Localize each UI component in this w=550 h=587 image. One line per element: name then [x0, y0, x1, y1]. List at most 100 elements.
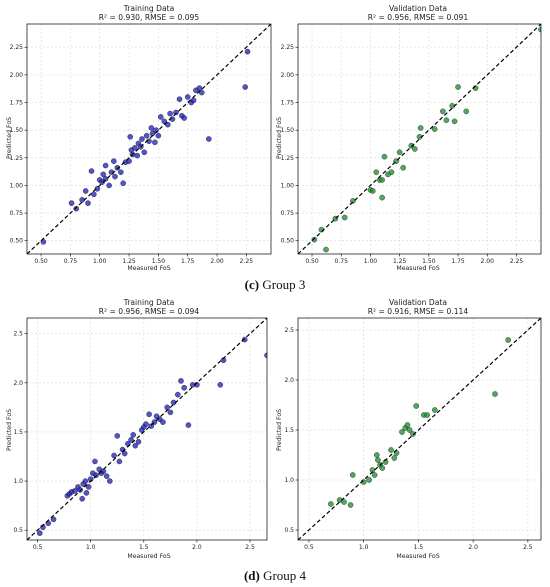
data-point	[139, 136, 145, 142]
data-point	[431, 126, 438, 132]
data-point	[111, 452, 117, 459]
data-point	[241, 336, 248, 343]
caption-label: (d)	[244, 568, 260, 583]
data-point	[217, 382, 224, 388]
data-point	[148, 125, 155, 131]
data-point	[120, 180, 126, 187]
y-tick-label: 0.50	[281, 238, 295, 245]
identity-line	[298, 318, 541, 540]
y-tick-label: 1.5	[284, 427, 294, 434]
data-point	[400, 164, 406, 171]
data-point	[328, 501, 334, 507]
plot-frame	[26, 23, 272, 255]
panel-group4-training: Training Data R² = 0.956, RMSE = 0.094 M…	[6, 298, 199, 560]
x-tick-label: 1.75	[181, 258, 195, 265]
y-tick-label: 0.5	[284, 527, 294, 534]
data-point	[85, 484, 92, 490]
panel-title: Training Data	[123, 4, 175, 13]
y-tick-label: 1.00	[281, 182, 295, 189]
data-point	[176, 96, 183, 102]
panel-title: Validation Data	[389, 4, 447, 13]
y-tick-label: 2.00	[281, 72, 295, 79]
data-point	[93, 472, 99, 478]
data-point	[106, 182, 112, 189]
data-point	[143, 421, 149, 427]
y-tick-label: 0.50	[10, 238, 24, 245]
y-tick-label: 1.50	[10, 127, 24, 134]
data-point	[379, 194, 385, 201]
caption-text: Group 3	[262, 277, 305, 292]
caption-group3: (c) Group 3	[245, 277, 306, 292]
data-point	[141, 149, 148, 156]
data-point	[424, 412, 430, 418]
data-point	[173, 109, 179, 116]
data-point	[99, 179, 105, 185]
data-point	[399, 429, 405, 435]
plot-frame	[26, 317, 268, 541]
x-tick-label: 1.25	[393, 258, 407, 265]
data-point	[408, 142, 415, 149]
data-point	[190, 97, 197, 104]
data-point	[396, 149, 403, 156]
data-point	[130, 432, 136, 438]
data-point	[366, 477, 372, 483]
x-tick-label: 0.5	[33, 544, 43, 551]
data-point	[132, 442, 139, 449]
y-tick-label: 0.75	[10, 210, 24, 217]
data-point	[388, 169, 395, 175]
data-point	[127, 134, 134, 140]
data-point	[244, 48, 251, 55]
data-point	[77, 487, 83, 493]
y-tick-label: 1.0	[13, 478, 23, 485]
y-tick-label: 0.75	[281, 210, 295, 217]
data-point	[350, 198, 356, 204]
data-point	[404, 422, 411, 428]
data-point	[146, 411, 152, 418]
y-tick-label: 1.50	[281, 127, 295, 134]
y-tick-label: 1.25	[281, 155, 295, 162]
y-tick-label: 1.0	[284, 477, 294, 484]
data-point	[185, 422, 192, 428]
data-point	[82, 188, 89, 194]
data-point	[181, 384, 187, 391]
x-tick-label: 2.5	[245, 544, 255, 551]
data-point	[143, 132, 150, 139]
data-point	[417, 125, 424, 131]
data-point	[323, 246, 329, 253]
data-point	[164, 404, 170, 411]
data-point	[107, 478, 113, 484]
data-point	[374, 452, 380, 458]
data-point	[492, 391, 498, 397]
x-tick-label: 1.0	[86, 544, 96, 551]
x-tick-label: 1.5	[139, 544, 149, 551]
y-tick-label: 2.5	[13, 331, 23, 338]
data-point	[184, 94, 191, 100]
data-point	[114, 164, 121, 171]
data-point	[167, 409, 174, 416]
panel-title: Validation Data	[389, 298, 447, 307]
data-point	[538, 26, 541, 33]
y-tick-label: 0.5	[13, 527, 23, 534]
data-point	[83, 490, 90, 496]
x-tick-label: 1.25	[122, 258, 136, 265]
x-tick-label: 0.75	[64, 258, 78, 265]
panel-subtitle: R² = 0.930, RMSE = 0.095	[99, 13, 200, 22]
data-point	[206, 136, 212, 142]
x-axis-label: Measured FoS	[396, 265, 439, 272]
y-tick-label: 2.00	[10, 72, 24, 79]
x-tick-label: 2.00	[481, 258, 495, 265]
y-tick-label: 2.0	[13, 380, 23, 387]
data-point	[388, 447, 394, 453]
y-tick-label: 2.25	[281, 44, 295, 51]
data-point	[92, 458, 98, 465]
x-tick-label: 1.50	[422, 258, 436, 265]
y-tick-label: 1.25	[10, 155, 24, 162]
data-point	[50, 516, 57, 523]
x-tick-label: 2.0	[468, 544, 478, 551]
data-point	[406, 427, 413, 433]
data-point	[112, 173, 118, 180]
x-tick-label: 1.00	[364, 258, 378, 265]
data-point	[347, 502, 354, 508]
data-point	[82, 478, 89, 484]
